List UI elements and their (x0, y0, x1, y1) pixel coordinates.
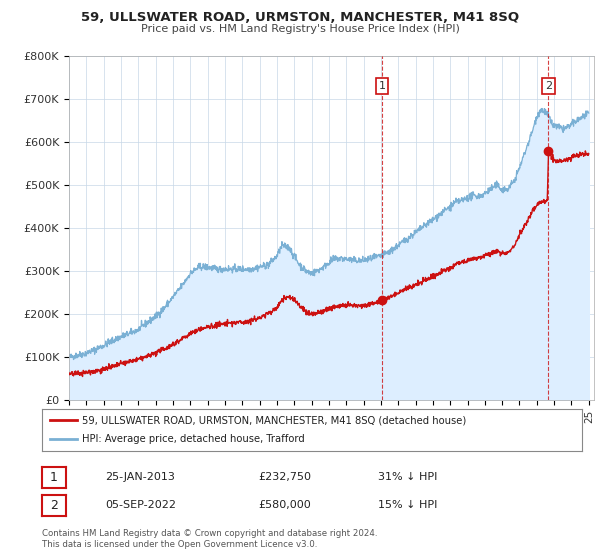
Text: 2: 2 (50, 499, 58, 512)
Text: 59, ULLSWATER ROAD, URMSTON, MANCHESTER, M41 8SQ (detached house): 59, ULLSWATER ROAD, URMSTON, MANCHESTER,… (83, 415, 467, 425)
Text: Price paid vs. HM Land Registry's House Price Index (HPI): Price paid vs. HM Land Registry's House … (140, 24, 460, 34)
Text: 31% ↓ HPI: 31% ↓ HPI (378, 472, 437, 482)
Text: HPI: Average price, detached house, Trafford: HPI: Average price, detached house, Traf… (83, 435, 305, 445)
Text: 25-JAN-2013: 25-JAN-2013 (105, 472, 175, 482)
Text: 05-SEP-2022: 05-SEP-2022 (105, 500, 176, 510)
Text: 59, ULLSWATER ROAD, URMSTON, MANCHESTER, M41 8SQ: 59, ULLSWATER ROAD, URMSTON, MANCHESTER,… (81, 11, 519, 24)
Text: 1: 1 (50, 471, 58, 484)
Text: £580,000: £580,000 (258, 500, 311, 510)
Text: 2: 2 (545, 81, 552, 91)
Text: 15% ↓ HPI: 15% ↓ HPI (378, 500, 437, 510)
Text: £232,750: £232,750 (258, 472, 311, 482)
Text: 1: 1 (379, 81, 386, 91)
Text: Contains HM Land Registry data © Crown copyright and database right 2024.
This d: Contains HM Land Registry data © Crown c… (42, 529, 377, 549)
